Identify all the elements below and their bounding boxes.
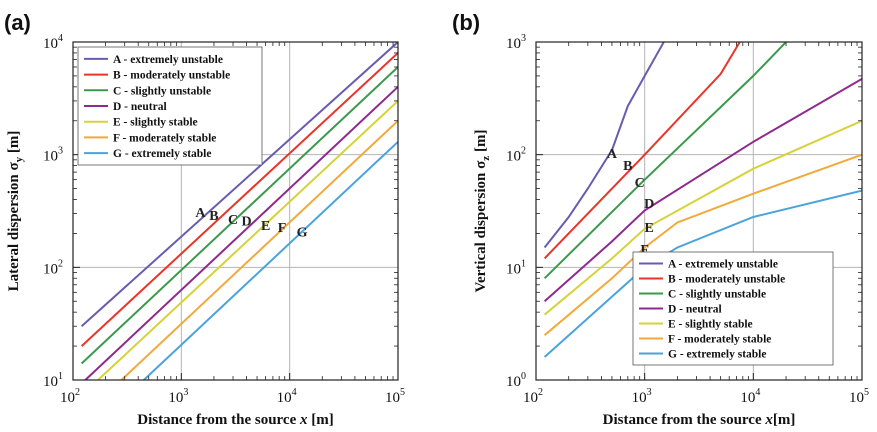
series-line-f [543,153,862,336]
series-line-d [84,86,398,380]
legend-entry-g: G - extremely stable [113,148,211,160]
y-tick-label: 102 [43,258,63,277]
x-tick-label: 103 [168,387,188,406]
x-axis-label: Distance from the source x[m] [603,412,796,428]
legend-entry-c: C - slightly unstable [113,85,211,97]
series-line-c [80,66,398,365]
curve-label-e: E [644,221,653,236]
y-tick-label: 103 [506,33,526,52]
series-group [80,42,398,380]
curve-label-a: A [195,206,206,221]
legend-entry-e: E - slightly stable [668,319,753,331]
curve-label-f: F [640,243,649,258]
axes-frame [72,41,399,381]
chart-panel-b: ABCDEFG102103104105100101102103Distance … [452,10,869,428]
legend-entry-b: B - moderately unstable [113,70,230,82]
x-tick-label: 102 [60,387,80,406]
curve-label-e: E [261,219,270,234]
legend-entry-a: A - extremely unstable [668,259,778,271]
curve-label-b: B [209,209,218,224]
series-line-b [543,42,741,260]
curve-label-c: C [228,213,238,228]
legend-entry-d: D - neutral [113,101,167,113]
series-line-a [80,42,398,327]
curve-label-b: B [623,159,632,174]
legend-entry-g: G - extremely stable [668,349,766,361]
legend: A - extremely unstable B - moderately uns… [632,251,834,366]
x-tick-label: 105 [385,387,405,406]
curve-label-c: C [635,176,645,191]
curve-label-d: D [644,197,654,212]
curve-label-d: D [241,215,251,230]
x-axis-label: Distance from the source x [m] [137,412,334,428]
y-axis-label: Vertical dispersion σz [m] [473,130,492,293]
legend: A - extremely unstable B - moderately uns… [77,46,263,166]
series-line-c [543,42,787,280]
axes-frame [535,41,863,381]
legend-box [632,251,834,366]
curve-label-a: A [607,147,618,162]
x-tick-label: 105 [849,387,869,406]
y-tick-label: 102 [506,146,526,165]
legend-entry-b: B - moderately unstable [668,274,785,286]
y-tick-label: 100 [506,371,526,390]
series-line-a [543,42,665,249]
legend-entry-c: C - slightly unstable [668,289,766,301]
y-tick-label: 101 [43,371,63,390]
y-axis-label: Lateral dispersion σy [m] [6,131,25,292]
y-tick-label: 101 [506,258,526,277]
legend-entry-a: A - extremely unstable [113,54,223,66]
series-line-g [143,141,398,380]
legend-entry-f: F - moderately stable [668,334,771,346]
legend-entry-f: F - moderately stable [113,132,216,144]
series-group [543,42,862,358]
legend-entry-e: E - slightly stable [113,117,198,129]
series-line-e [543,119,862,316]
x-tick-label: 102 [523,387,543,406]
curve-label-g: G [297,226,308,241]
series-line-d [543,78,862,302]
series-line-e [97,100,398,380]
series-line-f [120,120,398,380]
series-line-b [80,52,398,347]
x-tick-label: 104 [740,387,760,406]
y-tick-label: 103 [43,146,63,165]
y-tick-label: 104 [43,33,63,52]
legend-entry-d: D - neutral [668,304,722,316]
x-tick-label: 104 [277,387,297,406]
x-tick-label: 103 [632,387,652,406]
curve-label-f: F [278,221,287,236]
panel-label: (a) [4,10,31,35]
legend-box [77,46,263,166]
panel-label: (b) [452,10,480,35]
